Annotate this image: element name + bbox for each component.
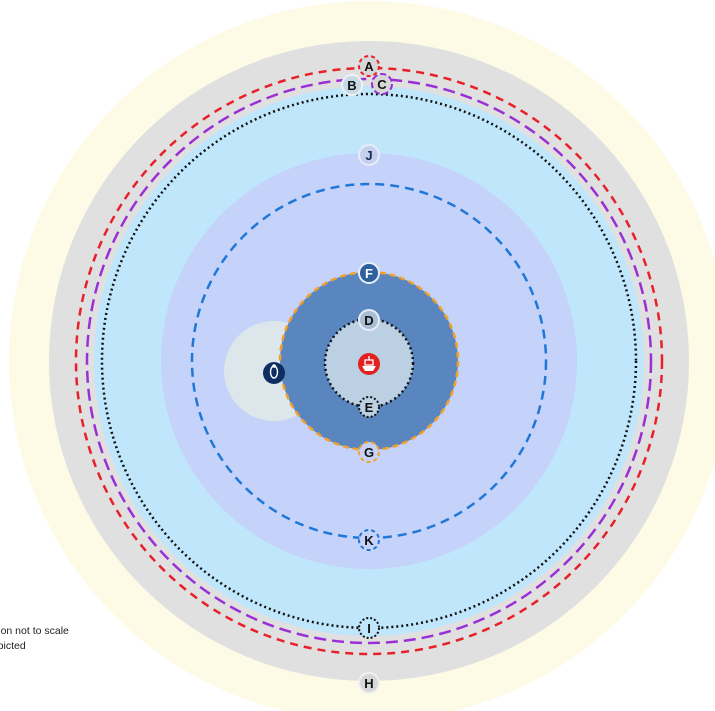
marker-h: H	[358, 672, 380, 694]
marker-c: C	[371, 73, 393, 95]
label-e: E	[365, 400, 374, 415]
marker-b: B	[341, 74, 363, 96]
diver-icon	[263, 362, 285, 384]
depiction-note: depicted	[0, 640, 26, 652]
label-f: F	[365, 266, 373, 281]
label-k: K	[364, 533, 374, 548]
marker-g: G	[358, 441, 380, 463]
label-i: I	[367, 621, 371, 636]
label-c: C	[377, 77, 387, 92]
label-g: G	[364, 445, 374, 460]
marker-k: K	[358, 529, 380, 551]
label-h: H	[364, 676, 373, 691]
red-dashed-ring	[74, 66, 664, 656]
black-dotted-ring	[100, 92, 638, 630]
label-j: J	[365, 148, 372, 163]
marker-f: F	[358, 262, 380, 284]
scale-note: ration not to scale	[0, 625, 69, 637]
marker-d: D	[358, 309, 380, 331]
marker-e: E	[358, 396, 380, 418]
ship-icon	[358, 353, 380, 375]
label-b: B	[347, 78, 356, 93]
purple-dashed-ring	[85, 77, 653, 645]
marker-j: J	[358, 144, 380, 166]
label-d: D	[364, 313, 373, 328]
marker-a: A	[358, 55, 380, 77]
label-a: A	[364, 59, 374, 74]
marker-i: I	[358, 617, 380, 639]
